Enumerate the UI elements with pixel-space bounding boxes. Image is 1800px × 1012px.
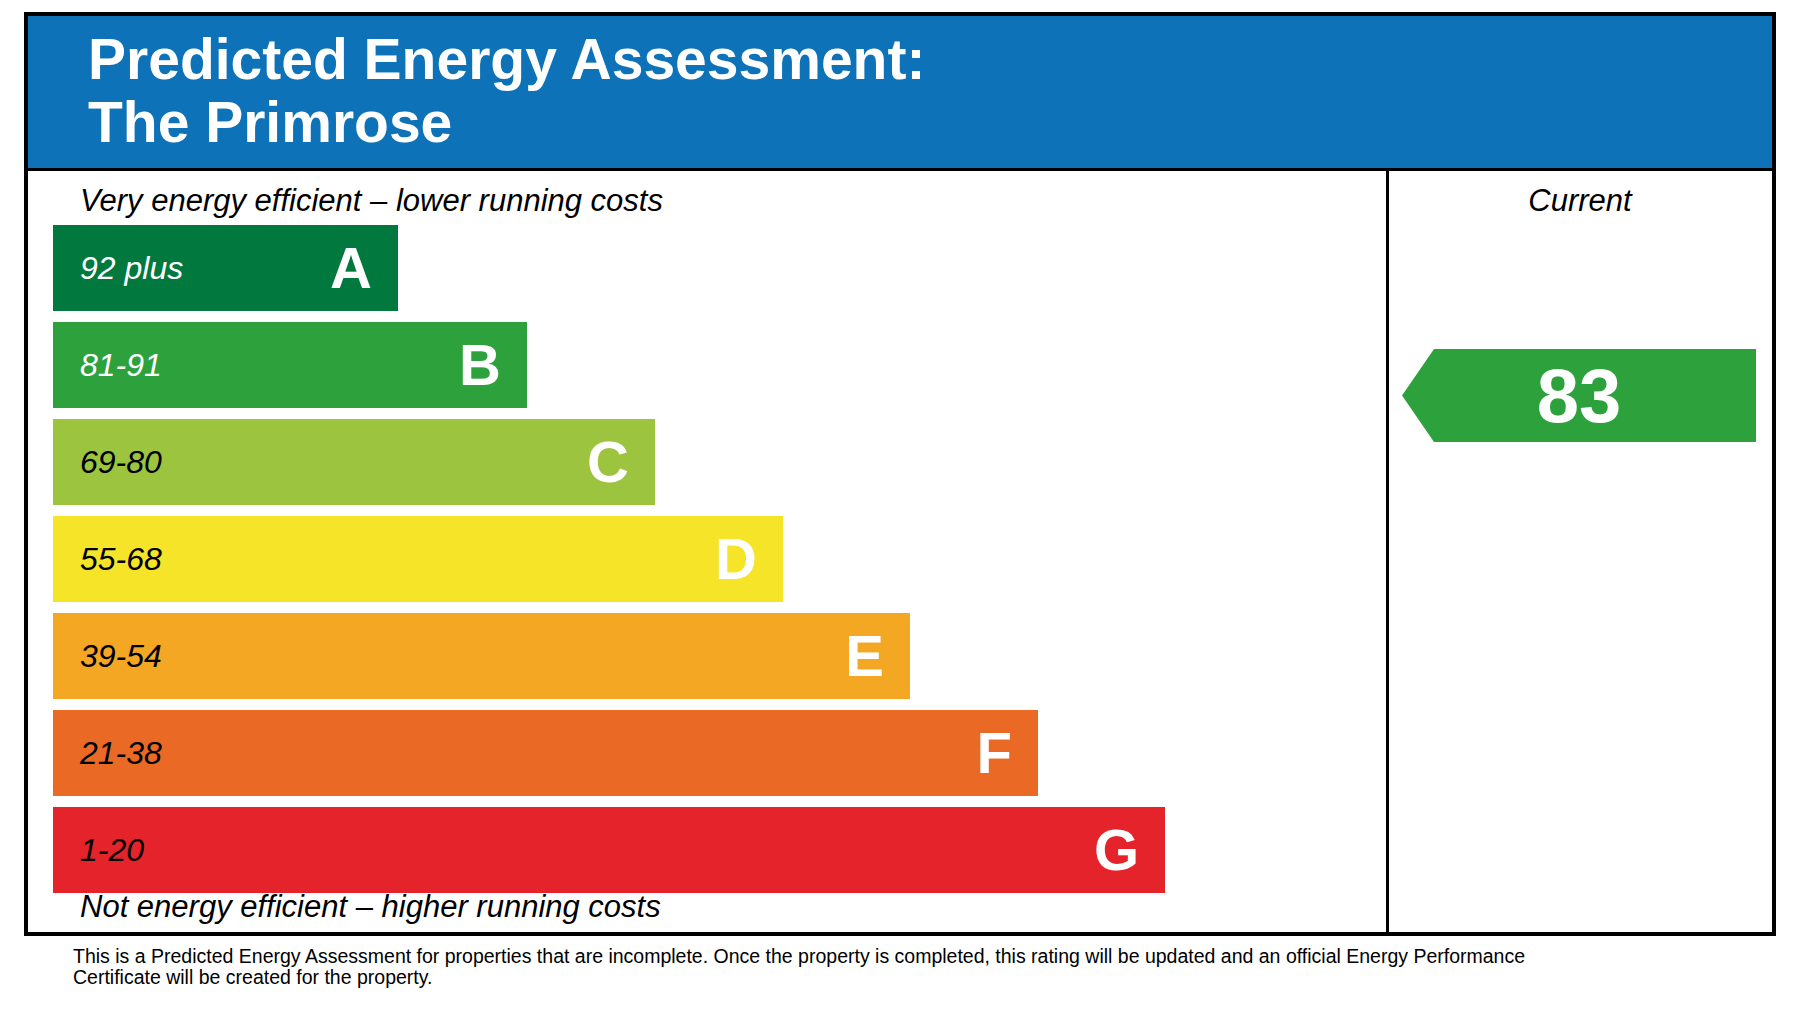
- band-c: 69-80 C: [53, 419, 655, 505]
- title-line-1: Predicted Energy Assessment:: [88, 28, 1772, 91]
- epc-page: Predicted Energy Assessment: The Primros…: [0, 0, 1800, 1012]
- band-range-label: 39-54: [80, 638, 162, 675]
- band-f: 21-38 F: [53, 710, 1038, 796]
- column-divider: [1386, 171, 1389, 932]
- caption-not-efficient: Not energy efficient – higher running co…: [80, 889, 661, 925]
- band-range-label: 69-80: [80, 444, 162, 481]
- band-range-label: 1-20: [80, 832, 144, 869]
- band-range-label: 55-68: [80, 541, 162, 578]
- band-letter: G: [1094, 821, 1139, 879]
- header-banner: Predicted Energy Assessment: The Primros…: [28, 16, 1772, 171]
- footer-note-line-1: This is a Predicted Energy Assessment fo…: [73, 946, 1753, 967]
- band-letter: C: [587, 433, 629, 491]
- band-d: 55-68 D: [53, 516, 783, 602]
- footer-note: This is a Predicted Energy Assessment fo…: [73, 946, 1753, 988]
- band-range-label: 92 plus: [80, 250, 183, 287]
- current-rating-arrow: 83: [1402, 349, 1756, 442]
- band-letter: B: [459, 336, 501, 394]
- page-title: Predicted Energy Assessment: The Primros…: [28, 16, 1772, 154]
- current-column-header: Current: [1387, 183, 1773, 219]
- band-g: 1-20 G: [53, 807, 1165, 893]
- band-e: 39-54 E: [53, 613, 910, 699]
- current-rating-value: 83: [1537, 349, 1622, 442]
- band-letter: E: [845, 627, 884, 685]
- band-a: 92 plus A: [53, 225, 398, 311]
- caption-very-efficient: Very energy efficient – lower running co…: [80, 183, 663, 219]
- band-b: 81-91 B: [53, 322, 527, 408]
- band-range-label: 81-91: [80, 347, 162, 384]
- title-line-2: The Primrose: [88, 91, 1772, 154]
- footer-note-line-2: Certificate will be created for the prop…: [73, 967, 1753, 988]
- band-letter: D: [715, 530, 757, 588]
- band-range-label: 21-38: [80, 735, 162, 772]
- band-letter: F: [977, 724, 1012, 782]
- band-letter: A: [330, 239, 372, 297]
